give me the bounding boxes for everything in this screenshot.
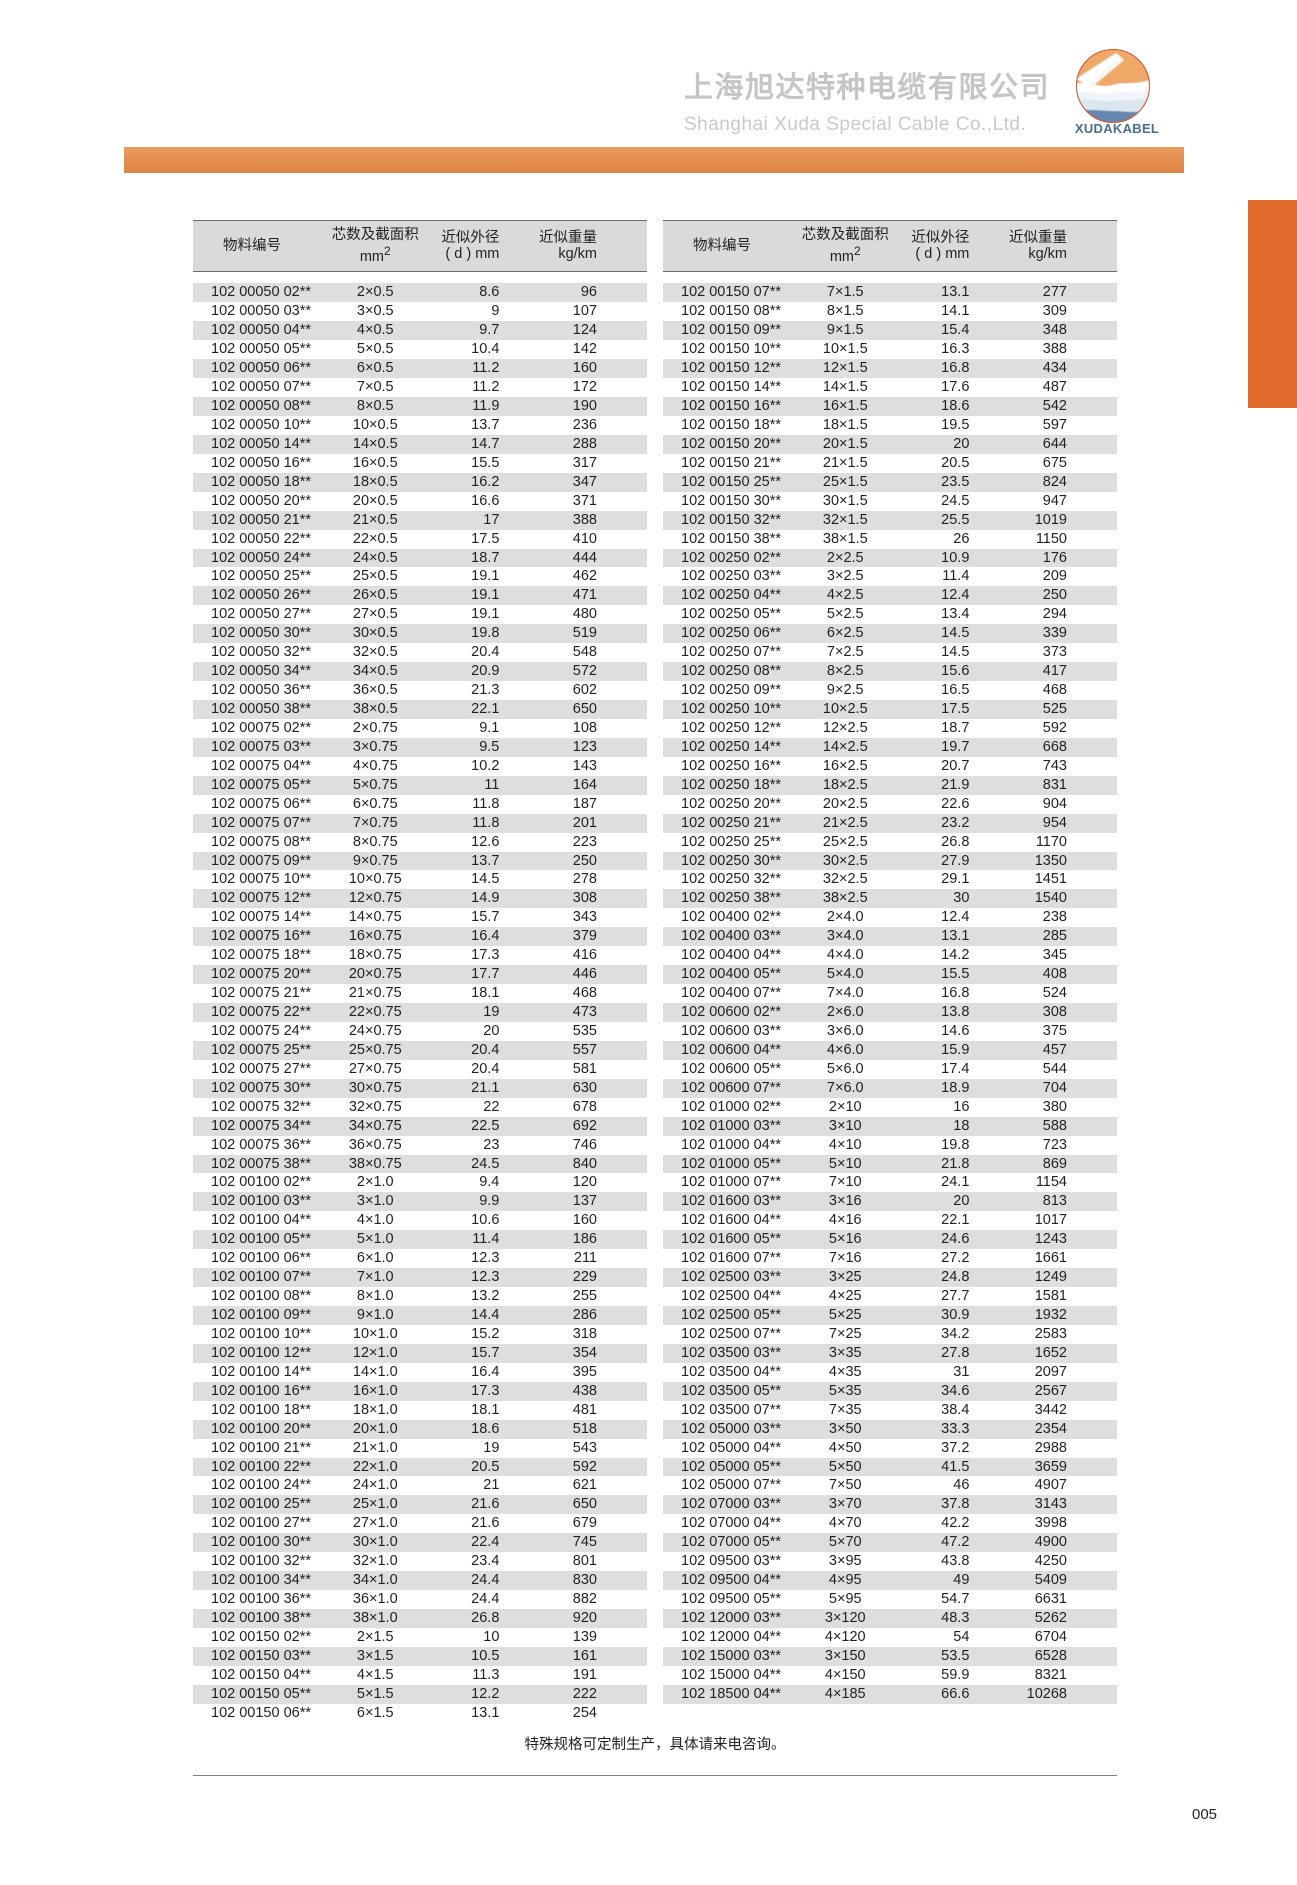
svg-text:XUDAKABEL: XUDAKABEL xyxy=(1075,121,1159,136)
